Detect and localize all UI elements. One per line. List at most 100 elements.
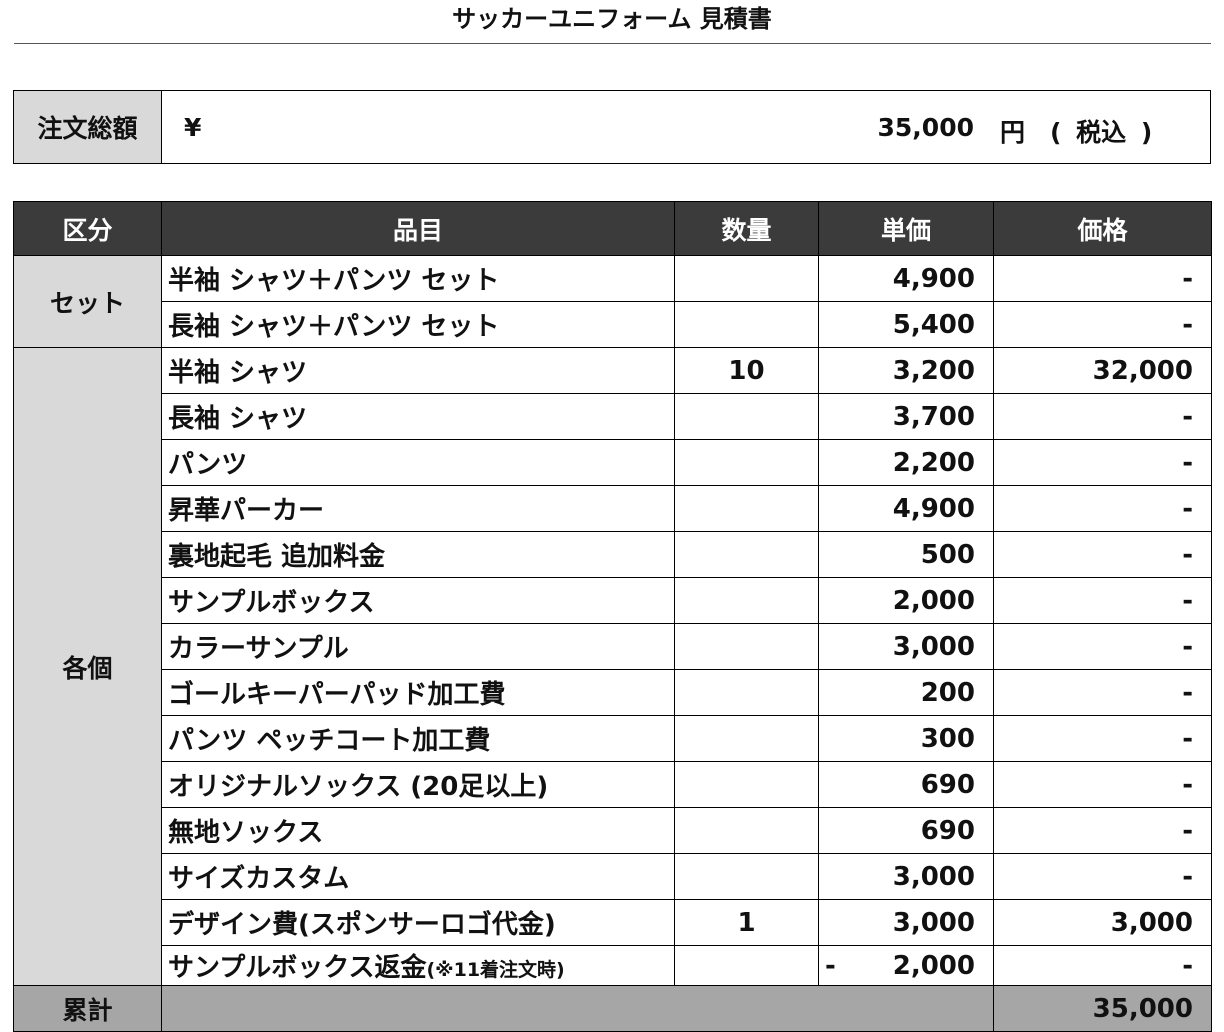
item-cell: 裏地起毛 追加料金 [161, 531, 675, 578]
unit-price-value: 4,900 [892, 493, 975, 524]
table-row: 長袖 シャツ 3,700- [14, 393, 1212, 440]
item-name: デザイン費(スポンサーロゴ代金) [168, 910, 556, 940]
unit-price-value: 4,900 [892, 263, 975, 294]
currency-unit: 円 [1000, 118, 1026, 147]
item-name: サンプルボックス [168, 588, 375, 618]
order-total-amount: 35,000 [877, 113, 974, 142]
title-divider [14, 43, 1211, 44]
price-cell: - [993, 807, 1212, 854]
item-cell: 長袖 シャツ＋パンツ セット [161, 301, 675, 348]
table-row: パンツ 2,200- [14, 439, 1212, 486]
unit-price-cell: 4,900 [818, 255, 994, 302]
quantity-cell [674, 807, 819, 854]
header-quantity: 数量 [674, 201, 819, 256]
unit-price-value: 3,200 [892, 355, 975, 386]
unit-price-cell: 200 [818, 669, 994, 716]
unit-price-cell: 4,900 [818, 485, 994, 532]
unit-price-value: 3,000 [892, 631, 975, 662]
table-row: 長袖 シャツ＋パンツ セット 5,400- [14, 301, 1212, 348]
unit-price-value: 2,000 [892, 585, 975, 616]
quantity-cell [674, 577, 819, 624]
price-cell: 32,000 [993, 347, 1212, 394]
item-cell: ゴールキーパーパッド加工費 [161, 669, 675, 716]
price-cell: - [993, 255, 1212, 302]
item-name: 長袖 シャツ [168, 404, 308, 434]
table-row: オリジナルソックス (20足以上) 690- [14, 761, 1212, 808]
item-name: サイズカスタム [168, 864, 350, 894]
price-cell: - [993, 577, 1212, 624]
estimate-table: 区分 品目 数量 単価 価格 セット 半袖 シャツ＋パンツ セット 4,900- 長袖… [13, 201, 1212, 1032]
item-name: 無地ソックス [168, 818, 324, 848]
table-body: セット 半袖 シャツ＋パンツ セット 4,900- 長袖 シャツ＋パンツ セット 5,4… [13, 255, 1212, 1032]
unit-price-value: 2,200 [892, 447, 975, 478]
quantity-cell [674, 531, 819, 578]
table-row: パンツ ペッチコート加工費 300- [14, 715, 1212, 762]
unit-price-cell: 2,200 [818, 439, 994, 486]
quantity-cell [674, 761, 819, 808]
price-cell: - [993, 301, 1212, 348]
unit-price-cell: - 2,000 [818, 945, 994, 986]
table-row: カラーサンプル 3,000- [14, 623, 1212, 670]
summary-row: 累計 35,000 [13, 985, 1212, 1032]
unit-price-cell: 3,200 [818, 347, 994, 394]
unit-price-cell: 690 [818, 761, 994, 808]
header-item: 品目 [161, 201, 675, 256]
item-name: パンツ ペッチコート加工費 [168, 726, 491, 756]
item-name: ゴールキーパーパッド加工費 [168, 680, 506, 710]
unit-price-value: 200 [920, 677, 975, 708]
item-name: 半袖 シャツ＋パンツ セット [168, 266, 500, 296]
currency-symbol: ¥ [184, 113, 202, 142]
table-row: ゴールキーパーパッド加工費 200- [14, 669, 1212, 716]
quantity-cell [674, 439, 819, 486]
price-cell: - [993, 761, 1212, 808]
item-cell: 長袖 シャツ [161, 393, 675, 440]
item-cell: 無地ソックス [161, 807, 675, 854]
unit-price-cell: 3,700 [818, 393, 994, 440]
unit-price-value: 3,000 [892, 861, 975, 892]
unit-price-cell: 3,000 [818, 623, 994, 670]
table-row: デザイン費(スポンサーロゴ代金) 1 3,000 3,000 [14, 899, 1212, 946]
price-cell: - [993, 715, 1212, 762]
unit-price-value: 500 [920, 539, 975, 570]
table-row: 昇華パーカー 4,900- [14, 485, 1212, 532]
quantity-cell [674, 301, 819, 348]
price-cell: - [993, 669, 1212, 716]
table-row: 無地ソックス 690- [14, 807, 1212, 854]
item-cell: 半袖 シャツ [161, 347, 675, 394]
item-cell: カラーサンプル [161, 623, 675, 670]
unit-price-cell: 690 [818, 807, 994, 854]
order-total-value: ¥ 35,000 円 ( 税込 ) [162, 91, 1210, 163]
unit-price-value: 5,400 [892, 309, 975, 340]
price-cell: - [993, 623, 1212, 670]
category-cell: セット [13, 255, 162, 348]
quantity-cell [674, 853, 819, 900]
summary-label: 累計 [13, 985, 162, 1032]
tax-note: ( 税込 ) [1050, 118, 1153, 147]
price-cell: - [993, 439, 1212, 486]
item-note: (※11着注文時) [426, 959, 565, 981]
quantity-cell [674, 485, 819, 532]
header-unit-price: 単価 [818, 201, 994, 256]
item-name: オリジナルソックス (20足以上) [168, 772, 549, 802]
item-name: 裏地起毛 追加料金 [168, 542, 386, 572]
item-cell: 昇華パーカー [161, 485, 675, 532]
negative-sign: - [825, 950, 836, 981]
summary-total-price: 35,000 [993, 985, 1212, 1032]
unit-price-cell: 3,000 [818, 853, 994, 900]
unit-price-cell: 300 [818, 715, 994, 762]
header-price: 価格 [993, 201, 1212, 256]
table-row: セット 半袖 シャツ＋パンツ セット 4,900- [13, 255, 1212, 348]
category-cell: 各個 [13, 347, 162, 986]
unit-price-value: 690 [920, 815, 975, 846]
page-title: サッカーユニフォーム 見積書 [452, 5, 772, 33]
quantity-cell: 1 [674, 899, 819, 946]
header-category: 区分 [13, 201, 162, 256]
table-header-row: 区分 品目 数量 単価 価格 [13, 201, 1212, 256]
unit-price-value: 3,700 [892, 401, 975, 432]
item-cell: パンツ [161, 439, 675, 486]
item-cell: デザイン費(スポンサーロゴ代金) [161, 899, 675, 946]
quantity-cell [674, 669, 819, 716]
item-name: 長袖 シャツ＋パンツ セット [168, 312, 500, 342]
price-cell: 3,000 [993, 899, 1212, 946]
item-cell: パンツ ペッチコート加工費 [161, 715, 675, 762]
